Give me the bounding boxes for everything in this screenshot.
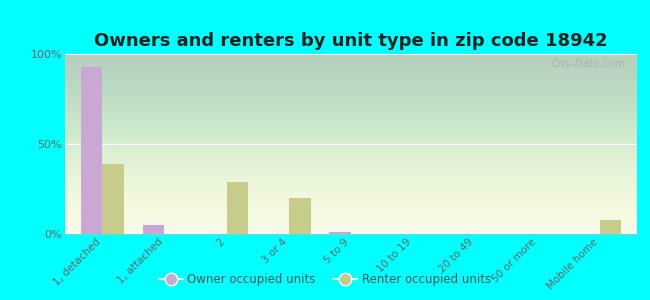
Bar <box>81 67 102 234</box>
Title: Owners and renters by unit type in zip code 18942: Owners and renters by unit type in zip c… <box>94 32 608 50</box>
Bar <box>330 232 351 234</box>
Bar <box>600 220 621 234</box>
Text: City-Data.com: City-Data.com <box>551 59 625 69</box>
Bar <box>143 225 164 234</box>
Legend: Owner occupied units, Renter occupied units: Owner occupied units, Renter occupied un… <box>154 269 496 291</box>
Bar <box>289 198 311 234</box>
Bar <box>102 164 124 234</box>
Bar <box>227 182 248 234</box>
